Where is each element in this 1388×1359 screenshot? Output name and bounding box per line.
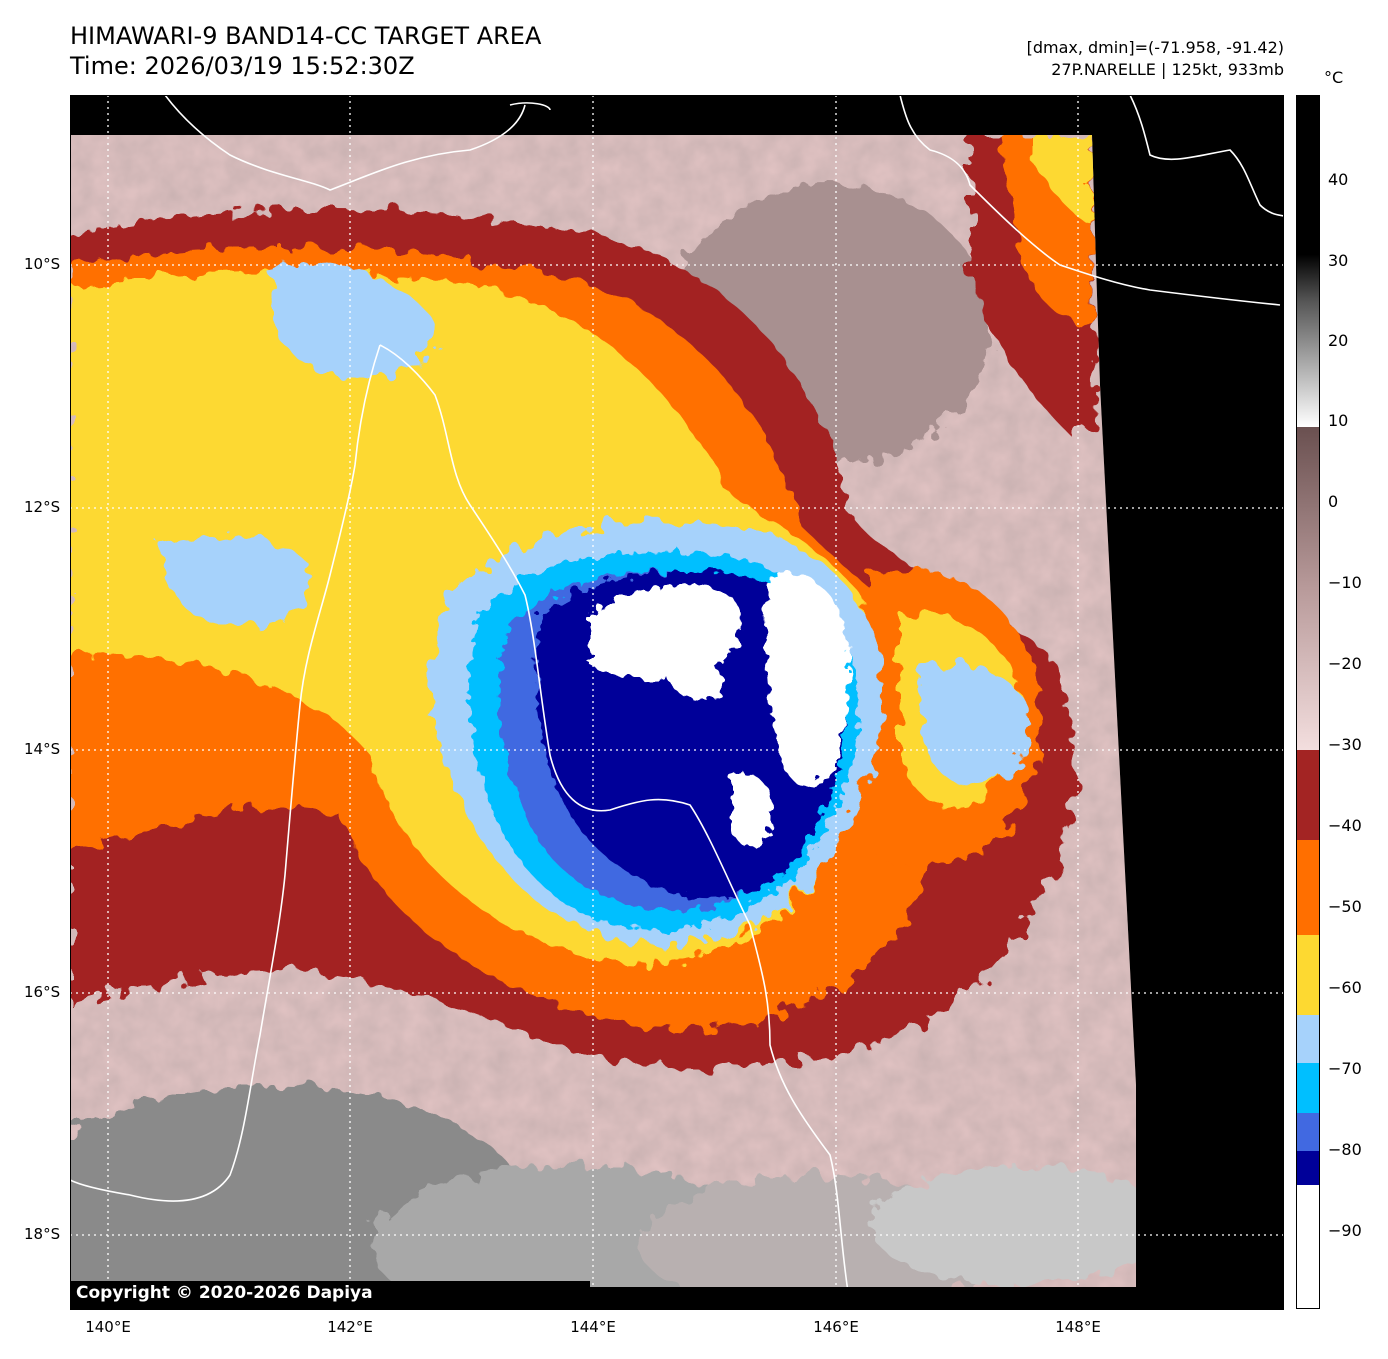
colorbar-tick: 10 xyxy=(1328,411,1349,430)
temperature-range: [dmax, dmin]=(-71.958, -91.42) xyxy=(1026,38,1284,57)
colorbar-band xyxy=(1296,1015,1320,1063)
colorbar-tick: 20 xyxy=(1328,331,1349,350)
colorbar-tick: −30 xyxy=(1328,735,1362,754)
coastline xyxy=(70,95,1284,1306)
colorbar xyxy=(1296,95,1320,1309)
colorbar-tick: −90 xyxy=(1328,1221,1362,1240)
lat-label: 18°S xyxy=(24,1225,61,1243)
satellite-map xyxy=(70,95,1284,1310)
storm-info: 27P.NARELLE | 125kt, 933mb xyxy=(1051,60,1284,79)
lon-label: 144°E xyxy=(570,1318,616,1336)
colorbar-tick: −60 xyxy=(1328,978,1362,997)
colorbar-tick: 0 xyxy=(1328,492,1339,511)
lat-label: 14°S xyxy=(24,740,61,758)
lat-label: 10°S xyxy=(24,255,61,273)
band-light-blue-nw xyxy=(270,262,435,378)
colorbar-unit: °C xyxy=(1324,68,1344,87)
colorbar-band xyxy=(1296,1113,1320,1151)
colorbar-band xyxy=(1296,935,1320,1015)
colorbar-tick: −70 xyxy=(1328,1059,1362,1078)
band-light-blue-e xyxy=(919,662,1031,785)
colorbar-band xyxy=(1296,840,1320,935)
map-title: HIMAWARI-9 BAND14-CC TARGET AREA xyxy=(70,22,542,50)
lat-label: 12°S xyxy=(24,498,61,516)
band-light-blue-w xyxy=(160,534,312,625)
copyright-text: Copyright © 2020-2026 Dapiya xyxy=(76,1283,373,1303)
lon-label: 140°E xyxy=(85,1318,131,1336)
lat-label: 16°S xyxy=(24,983,61,1001)
colorbar-tick: 30 xyxy=(1328,251,1349,270)
graticule xyxy=(70,95,1284,1310)
colorbar-tick: 40 xyxy=(1328,170,1349,189)
colorbar-band xyxy=(1296,1063,1320,1113)
colorbar-tick: −10 xyxy=(1328,573,1362,592)
observation-time: Time: 2026/03/19 15:52:30Z xyxy=(70,52,415,80)
band-yellow-ne xyxy=(1030,135,1092,225)
lon-label: 146°E xyxy=(813,1318,859,1336)
colorbar-band xyxy=(1296,750,1320,840)
colorbar-band xyxy=(1296,1151,1320,1185)
colorbar-tick: −50 xyxy=(1328,897,1362,916)
land-grey-region xyxy=(70,185,1136,1287)
colorbar-tick: −80 xyxy=(1328,1140,1362,1159)
lon-label: 148°E xyxy=(1055,1318,1101,1336)
colorbar-tick: −40 xyxy=(1328,816,1362,835)
colorbar-tick: −20 xyxy=(1328,654,1362,673)
coldest-tops xyxy=(590,572,850,848)
lon-label: 142°E xyxy=(327,1318,373,1336)
